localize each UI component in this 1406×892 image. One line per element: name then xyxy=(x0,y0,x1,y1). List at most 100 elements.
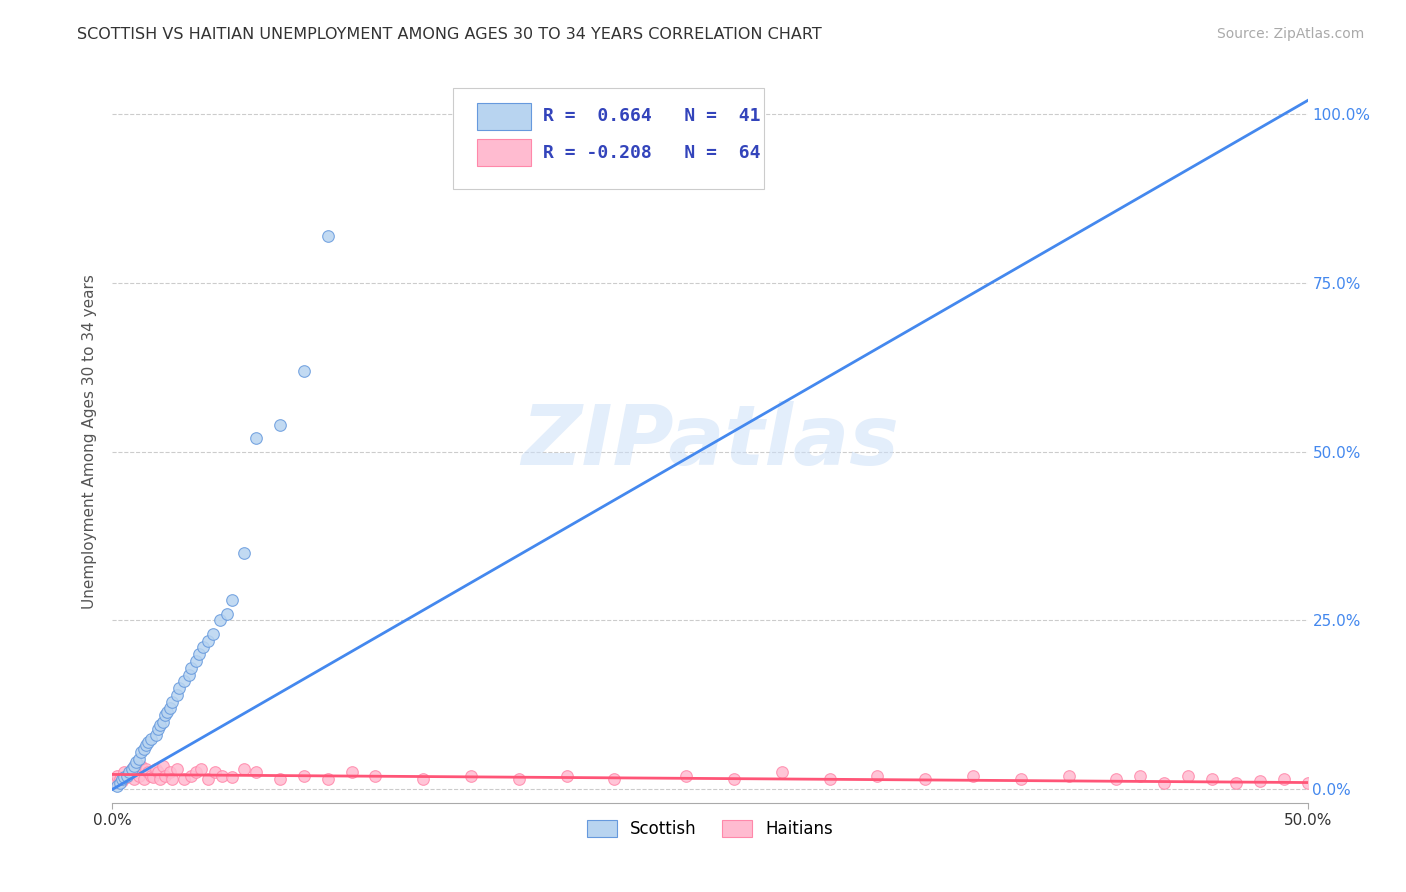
Point xyxy=(460,769,482,783)
Point xyxy=(156,705,179,719)
Point xyxy=(135,762,157,776)
Point xyxy=(118,767,141,781)
Text: R =  0.664   N =  41: R = 0.664 N = 41 xyxy=(543,107,761,126)
Point xyxy=(111,772,134,787)
Point xyxy=(152,758,174,772)
Point xyxy=(508,772,530,787)
Point xyxy=(1177,769,1199,783)
Point xyxy=(122,758,145,772)
Point xyxy=(105,769,128,783)
Point xyxy=(412,772,434,787)
Point xyxy=(132,772,155,787)
Point xyxy=(177,667,200,681)
Point xyxy=(108,775,131,789)
Point xyxy=(1249,774,1271,789)
Point xyxy=(1201,772,1223,787)
Point xyxy=(233,546,256,560)
Point xyxy=(209,614,232,628)
Point xyxy=(723,772,745,787)
Point xyxy=(173,772,195,787)
Point xyxy=(197,633,219,648)
Point xyxy=(114,770,135,784)
Point xyxy=(233,762,256,776)
Bar xyxy=(477,103,531,130)
Point xyxy=(129,745,152,759)
Point xyxy=(1296,775,1319,789)
Point xyxy=(292,769,315,783)
Point xyxy=(152,714,174,729)
Point xyxy=(221,593,243,607)
Point xyxy=(149,772,172,787)
Point xyxy=(340,765,363,780)
Point xyxy=(193,640,215,655)
Point xyxy=(139,731,162,746)
Text: R = -0.208   N =  64: R = -0.208 N = 64 xyxy=(543,144,761,161)
Point xyxy=(1272,772,1295,787)
Point xyxy=(159,701,181,715)
Point xyxy=(101,772,124,787)
Point xyxy=(186,765,208,780)
Point xyxy=(138,735,160,749)
Point xyxy=(128,769,150,783)
Point xyxy=(180,769,202,783)
Point xyxy=(217,607,239,621)
Point xyxy=(204,765,226,780)
Point xyxy=(115,770,138,784)
Point xyxy=(1010,772,1032,787)
Point xyxy=(139,769,162,783)
Point xyxy=(104,775,127,789)
FancyBboxPatch shape xyxy=(453,87,763,189)
Point xyxy=(818,772,841,787)
Y-axis label: Unemployment Among Ages 30 to 34 years: Unemployment Among Ages 30 to 34 years xyxy=(82,274,97,609)
Point xyxy=(245,765,267,780)
Point xyxy=(149,718,172,732)
Point xyxy=(245,431,267,445)
Point xyxy=(211,769,233,783)
Point xyxy=(146,765,169,780)
Point xyxy=(866,769,889,783)
Point xyxy=(108,772,131,787)
Point xyxy=(555,769,578,783)
Point xyxy=(114,765,135,780)
Point xyxy=(159,765,181,780)
Point xyxy=(122,772,145,787)
Text: Source: ZipAtlas.com: Source: ZipAtlas.com xyxy=(1216,27,1364,41)
Point xyxy=(197,772,219,787)
Point xyxy=(292,364,315,378)
Point xyxy=(115,769,138,783)
Legend: Scottish, Haitians: Scottish, Haitians xyxy=(581,814,839,845)
Bar xyxy=(477,139,531,166)
Point xyxy=(142,770,165,784)
Point xyxy=(129,758,152,772)
Point xyxy=(675,769,697,783)
Point xyxy=(145,762,167,776)
Point xyxy=(121,762,143,776)
Point xyxy=(1105,772,1128,787)
Point xyxy=(128,752,150,766)
Point xyxy=(125,765,148,780)
Point xyxy=(316,772,339,787)
Point xyxy=(1153,775,1175,789)
Point xyxy=(153,708,176,723)
Point xyxy=(162,694,183,708)
Point xyxy=(186,654,208,668)
Point xyxy=(153,769,176,783)
Point xyxy=(166,688,188,702)
Point xyxy=(187,647,209,661)
Point xyxy=(132,741,155,756)
Point xyxy=(180,661,202,675)
Point xyxy=(316,228,339,243)
Point xyxy=(221,770,243,784)
Point xyxy=(770,765,793,780)
Point xyxy=(962,769,984,783)
Point xyxy=(1225,775,1247,789)
Point xyxy=(162,772,183,787)
Point xyxy=(111,774,134,789)
Point xyxy=(364,769,387,783)
Point xyxy=(914,772,936,787)
Point xyxy=(138,765,160,780)
Point xyxy=(173,674,195,689)
Point xyxy=(166,762,188,776)
Point xyxy=(269,772,291,787)
Point xyxy=(169,681,191,695)
